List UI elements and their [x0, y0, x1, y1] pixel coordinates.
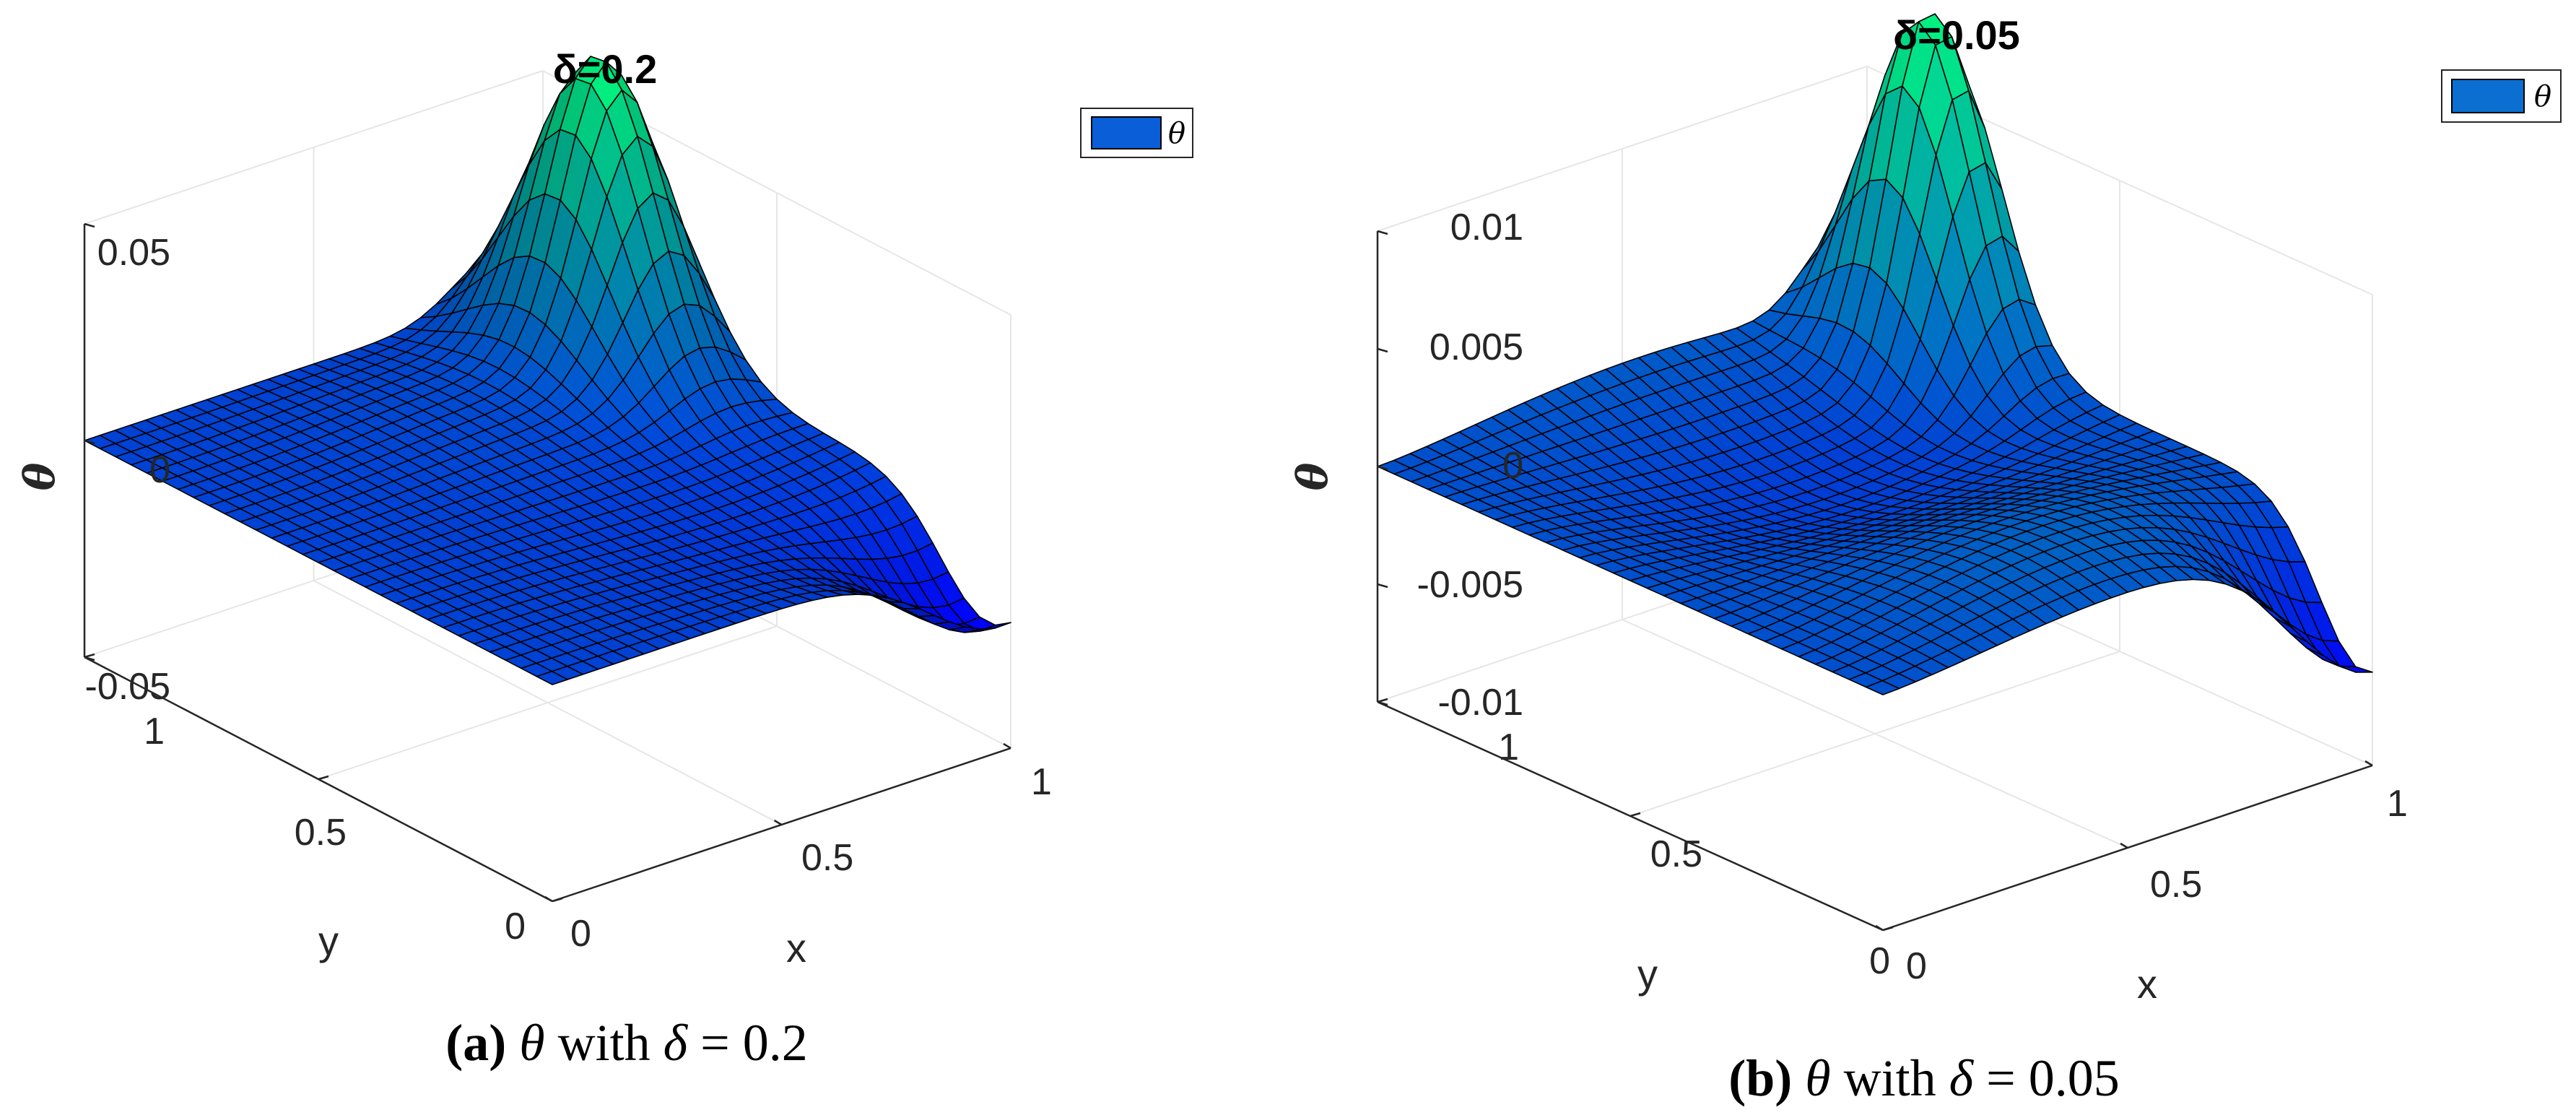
- x-tick-label-a-0: 0: [570, 913, 591, 955]
- x-axis-label-a: x: [786, 925, 806, 971]
- z-tick-label-b-3: -0.005: [1417, 564, 1523, 606]
- x-tick-label-b-0: 0: [1906, 945, 1927, 987]
- surface-patch: [536, 670, 568, 685]
- z-tick: [84, 222, 95, 228]
- y-tick-label-b-0: 1: [1498, 726, 1519, 768]
- y-tick: [1882, 926, 1894, 932]
- legend-a: θ: [1080, 108, 1193, 158]
- title-a: δ=0.2: [553, 46, 658, 92]
- x-axis-label-b: x: [2137, 961, 2157, 1007]
- caption-a-label: (a): [445, 1014, 506, 1072]
- x-tick: [2364, 760, 2373, 767]
- z-tick-label-a-1: 0: [149, 449, 170, 491]
- caption-a: (a) θ with δ = 0.2: [445, 1014, 807, 1072]
- legend-swatch-b: [2451, 79, 2525, 113]
- surface-b: [1377, 13, 2373, 695]
- z-tick: [1377, 230, 1388, 235]
- x-tick: [1875, 924, 1884, 932]
- surface-a: [84, 56, 1011, 685]
- grid-line: [1622, 619, 2128, 849]
- y-tick-label-a-0: 1: [144, 711, 165, 752]
- z-tick: [84, 439, 95, 445]
- z-tick-label-b-0: 0.01: [1450, 207, 1523, 248]
- grid-line: [313, 580, 782, 825]
- x-tick-label-a-1: 0.5: [801, 837, 853, 879]
- z-tick: [1377, 583, 1388, 589]
- caption-b-label: (b): [1728, 1049, 1792, 1107]
- z-tick-label-b-1: 0.005: [1430, 326, 1523, 368]
- z-axis-label-a: θ: [15, 462, 64, 490]
- x-tick: [544, 895, 553, 903]
- z-axis-label-b: θ: [1288, 462, 1337, 490]
- z-tick: [1377, 465, 1388, 471]
- y-tick: [1629, 812, 1641, 817]
- z-tick-label-a-2: -0.05: [84, 666, 170, 708]
- caption-b-text: with: [1844, 1049, 1936, 1107]
- z-tick: [1377, 347, 1388, 353]
- legend-b: θ: [2441, 69, 2562, 123]
- panel-a: 0.05 0 -0.05 1 0.5 0 0 0.5 1 y x θ δ=0.2…: [15, 46, 1193, 1072]
- axis-lines-b: [1376, 230, 2373, 932]
- x-tick-label-b-2: 1: [2387, 783, 2408, 825]
- y-axis-label-b: y: [1637, 951, 1658, 997]
- caption-a-text: with: [558, 1014, 650, 1072]
- legend-label-b: θ: [2534, 80, 2551, 113]
- x-tick: [1003, 742, 1011, 750]
- z-tick-label-b-4: -0.01: [1437, 682, 1523, 724]
- y-tick: [84, 653, 95, 659]
- y-axis-label-a: y: [318, 918, 339, 963]
- caption-b: (b) θ with δ = 0.05: [1728, 1049, 2119, 1107]
- caption-b-param: δ: [1949, 1049, 1975, 1107]
- caption-b-value: 0.05: [2029, 1049, 2120, 1107]
- legend-label-a: θ: [1168, 117, 1185, 150]
- caption-a-rel: =: [700, 1014, 730, 1072]
- caption-a-value: 0.2: [743, 1014, 808, 1072]
- caption-a-symbol: θ: [519, 1014, 544, 1072]
- y-tick-label-b-1: 0.5: [1650, 833, 1702, 875]
- caption-b-symbol: θ: [1805, 1049, 1830, 1107]
- title-b: δ=0.05: [1893, 12, 2020, 58]
- x-tick-label-a-2: 1: [1031, 761, 1052, 803]
- y-tick-label-b-2: 0: [1869, 940, 1890, 982]
- z-tick: [1377, 700, 1388, 706]
- y-tick-label-a-1: 0.5: [295, 812, 347, 854]
- z-tick-label-b-2: 0: [1502, 445, 1523, 487]
- surface-patch: [1865, 680, 1900, 695]
- caption-b-rel: =: [1986, 1049, 2016, 1107]
- caption-a-param: δ: [663, 1014, 689, 1072]
- x-tick-label-b-1: 0.5: [2150, 864, 2202, 906]
- y-tick-label-a-2: 0: [505, 906, 526, 947]
- x-tick: [773, 819, 783, 826]
- y-tick: [552, 897, 563, 903]
- legend-swatch-a: [1091, 116, 1162, 149]
- x-tick: [2120, 842, 2128, 849]
- y-tick: [318, 775, 329, 781]
- panel-b: 0.01 0.005 0 -0.005 -0.01 1 0.5 0 0 0.5 …: [1288, 12, 2562, 1107]
- z-tick-label-a-0: 0.05: [97, 232, 170, 274]
- surface-patch: [2338, 665, 2373, 673]
- z-tick: [84, 656, 95, 661]
- y-tick: [1377, 698, 1388, 703]
- axis-lines-a: [83, 222, 1011, 903]
